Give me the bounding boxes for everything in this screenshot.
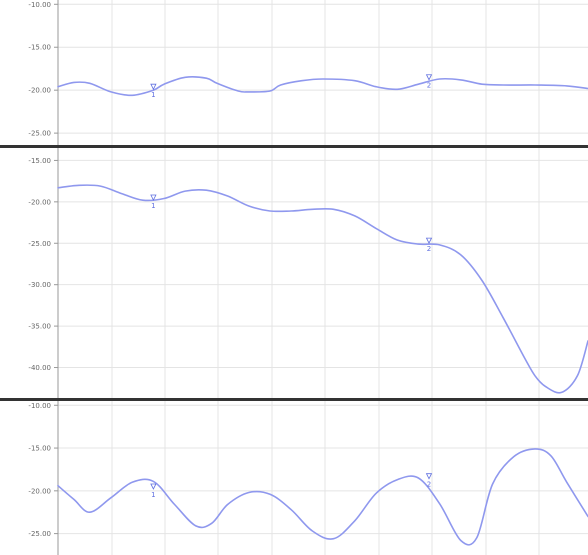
marker-triangle-icon <box>150 83 157 91</box>
marker-label: 1 <box>151 202 155 210</box>
series-line <box>57 184 588 394</box>
y-tick-label: -25.00 <box>28 240 51 248</box>
panel-separator <box>0 398 588 401</box>
y-tick-label: -30.00 <box>28 281 51 289</box>
marker-1[interactable]: 1 <box>150 83 157 99</box>
y-tick-label: -25.00 <box>28 530 51 538</box>
y-tick-label: -20.00 <box>28 487 51 495</box>
marker-label: 1 <box>151 91 155 99</box>
y-tick-label: -35.00 <box>28 323 51 331</box>
marker-label: 2 <box>427 245 431 253</box>
y-tick-label: -10.00 <box>28 402 51 410</box>
marker-triangle-icon <box>425 473 433 480</box>
y-tick-label: -15.00 <box>28 157 51 165</box>
marker-1[interactable]: 1 <box>150 483 157 499</box>
marker-1[interactable]: 1 <box>150 194 157 210</box>
y-tick-label: -15.00 <box>28 445 51 453</box>
marker-triangle-icon <box>425 74 433 81</box>
marker-triangle-icon <box>150 483 157 490</box>
y-tick-label: -20.00 <box>28 87 51 95</box>
marker-2[interactable]: 2 <box>425 473 433 489</box>
marker-2[interactable]: 2 <box>425 74 433 90</box>
panel-separator <box>0 145 588 148</box>
y-tick-label: -25.00 <box>28 130 51 138</box>
marker-label: 1 <box>151 491 155 499</box>
chart-panel-2: -15.00 -20.00 -25.00 -30.00 -35.00 -40.00 1 2 <box>28 148 588 399</box>
series-line <box>57 448 588 546</box>
y-tick-label: -40.00 <box>28 364 51 372</box>
y-tick-label: -20.00 <box>28 198 51 206</box>
marker-label: 2 <box>427 481 431 489</box>
marker-triangle-icon <box>150 194 157 201</box>
y-tick-label: -15.00 <box>28 44 51 52</box>
marker-label: 2 <box>427 82 431 90</box>
chart-panel-3: -10.00 -15.00 -20.00 -25.00 1 2 <box>28 401 588 555</box>
chart-panel-1: -10.00 -15.00 -20.00 -25.00 1 2 <box>28 0 588 146</box>
series-line <box>57 76 588 97</box>
marker-triangle-icon <box>425 237 433 244</box>
marker-2[interactable]: 2 <box>425 237 433 253</box>
y-tick-label: -10.00 <box>28 1 51 9</box>
